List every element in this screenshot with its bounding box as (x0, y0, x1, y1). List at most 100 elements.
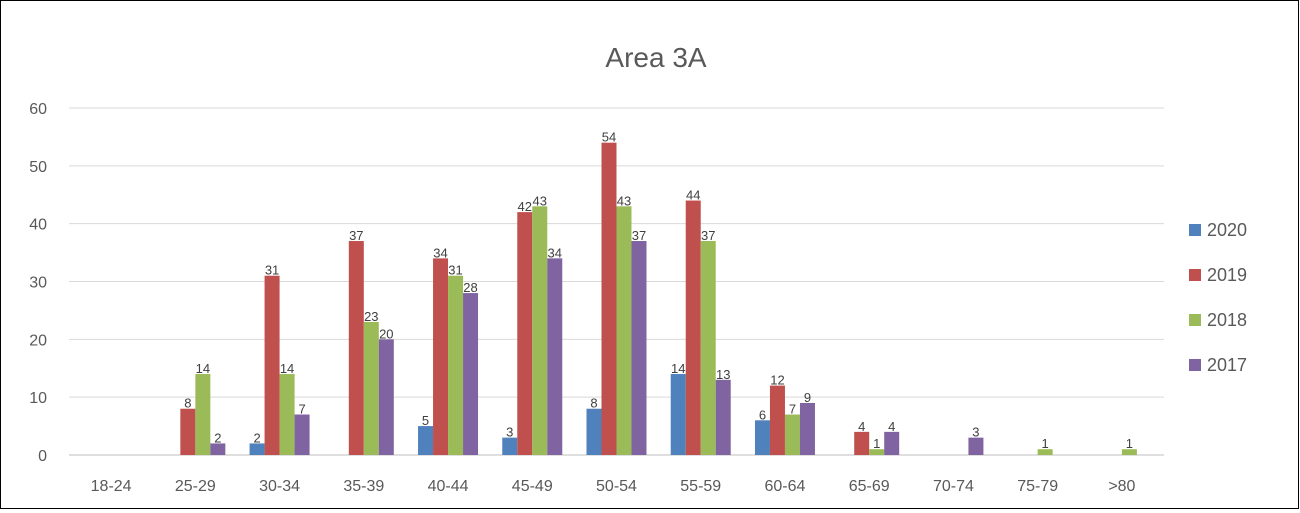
bar-2020 (670, 374, 686, 455)
legend-swatch-2017 (1189, 359, 1201, 371)
y-tick-label: 20 (29, 332, 47, 349)
legend-swatch-2018 (1189, 314, 1201, 326)
x-tick-label: 45-49 (512, 478, 553, 495)
data-label: 34 (548, 245, 562, 260)
bar-2019 (854, 431, 870, 455)
bars (180, 142, 1137, 455)
bar-2017 (547, 258, 563, 455)
bar-2018 (1121, 449, 1137, 455)
data-label: 14 (196, 361, 210, 376)
legend-label-2020: 2020 (1207, 220, 1247, 240)
bar-2020 (418, 426, 434, 455)
data-label: 1 (1042, 436, 1049, 451)
data-label: 1 (873, 436, 880, 451)
data-label: 12 (770, 373, 784, 388)
x-tick-label: 70-74 (933, 478, 974, 495)
data-label: 7 (789, 402, 796, 417)
bar-2017 (294, 414, 310, 455)
legend: 2020 2019 2018 2017 (1189, 220, 1247, 375)
x-tick-label: >80 (1108, 478, 1135, 495)
legend-label-2017: 2017 (1207, 355, 1247, 375)
data-label: 4 (858, 419, 865, 434)
data-label: 13 (716, 367, 730, 382)
bar-2018 (448, 275, 464, 455)
y-tick-label: 10 (29, 390, 47, 407)
legend-label-2019: 2019 (1207, 265, 1247, 285)
y-tick-label: 40 (29, 217, 47, 234)
data-label: 43 (617, 193, 631, 208)
bar-2019 (264, 275, 280, 455)
data-label: 7 (298, 402, 305, 417)
data-label: 3 (972, 425, 979, 440)
bar-2017 (884, 431, 900, 455)
legend-label-2018: 2018 (1207, 310, 1247, 330)
data-label: 43 (533, 193, 547, 208)
bar-2018 (784, 414, 800, 455)
x-tick-label: 25-29 (175, 478, 216, 495)
data-label: 37 (349, 228, 363, 243)
x-tick-label: 35-39 (343, 478, 384, 495)
data-label: 54 (602, 130, 616, 145)
bar-2018 (616, 206, 632, 455)
bar-2019 (517, 212, 533, 455)
y-axis-tick-labels: 0 10 20 30 40 50 60 (29, 101, 47, 465)
bar-2019 (348, 241, 364, 455)
data-label: 23 (364, 309, 378, 324)
x-axis-tick-labels: 18-24 25-29 30-34 35-39 40-44 45-49 50-54 55-59… (91, 478, 1136, 495)
bar-2017 (210, 443, 226, 455)
data-label: 2 (214, 430, 221, 445)
bar-2019 (180, 408, 196, 455)
bar-2018 (1037, 449, 1053, 455)
bar-2019 (685, 200, 701, 455)
bar-2017 (463, 293, 479, 455)
data-label: 8 (590, 396, 597, 411)
data-label: 14 (280, 361, 294, 376)
data-label: 20 (379, 326, 393, 341)
data-label: 31 (448, 263, 462, 278)
y-tick-label: 50 (29, 159, 47, 176)
bar-2020 (249, 443, 265, 455)
x-tick-label: 55-59 (680, 478, 721, 495)
bar-2017 (799, 402, 815, 455)
data-label: 37 (632, 228, 646, 243)
data-label: 5 (422, 413, 429, 428)
x-tick-label: 65-69 (849, 478, 890, 495)
data-label: 14 (671, 361, 685, 376)
bar-2019 (769, 385, 785, 455)
bar-2018 (363, 321, 379, 455)
data-label: 1 (1126, 436, 1133, 451)
data-label: 8 (184, 396, 191, 411)
y-tick-label: 0 (38, 448, 47, 465)
bar-2018 (532, 206, 548, 455)
x-tick-label: 50-54 (596, 478, 637, 495)
data-label: 44 (686, 188, 700, 203)
bar-2017 (715, 379, 731, 455)
legend-swatch-2020 (1189, 224, 1201, 236)
bar-2018 (195, 374, 211, 455)
bar-2018 (700, 241, 716, 455)
x-tick-label: 40-44 (428, 478, 469, 495)
data-label: 37 (701, 228, 715, 243)
bar-2018 (279, 374, 295, 455)
bar-2019 (433, 258, 449, 455)
data-label: 4 (888, 419, 895, 434)
bar-2020 (754, 420, 770, 455)
chart-title: Area 3A (605, 42, 706, 73)
bar-2020 (502, 437, 518, 455)
x-tick-label: 18-24 (91, 478, 132, 495)
data-label: 42 (518, 199, 532, 214)
bar-2017 (378, 339, 394, 455)
legend-swatch-2019 (1189, 269, 1201, 281)
data-label: 6 (759, 407, 766, 422)
bar-2019 (601, 142, 617, 455)
bar-2018 (869, 449, 885, 455)
x-tick-label: 60-64 (765, 478, 806, 495)
x-tick-label: 75-79 (1017, 478, 1058, 495)
data-label: 34 (433, 245, 447, 260)
y-tick-label: 30 (29, 275, 47, 292)
bar-2020 (586, 408, 602, 455)
data-label: 28 (463, 280, 477, 295)
